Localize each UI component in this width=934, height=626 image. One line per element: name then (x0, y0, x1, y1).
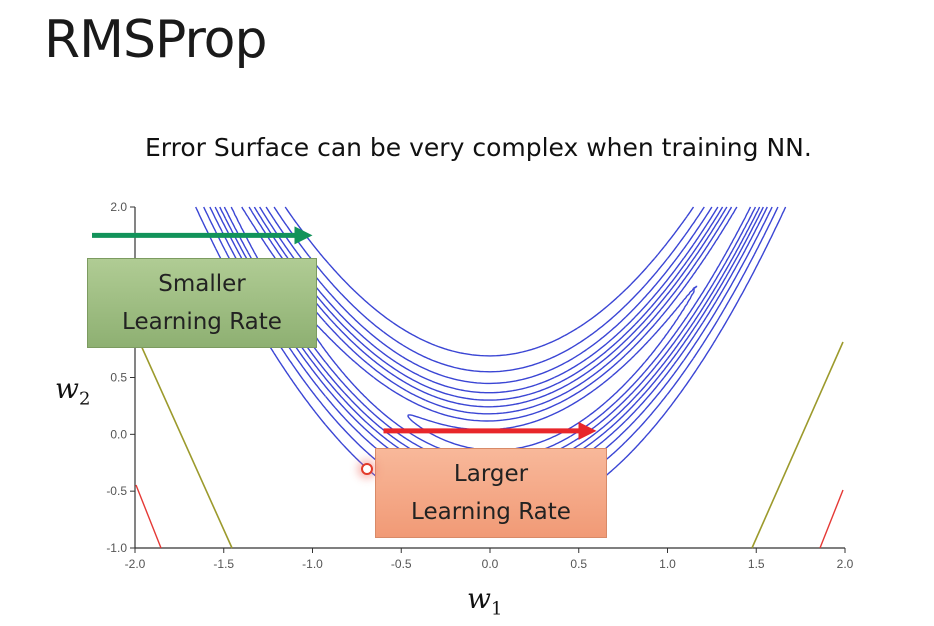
x-tick-label: -1.5 (213, 557, 234, 571)
x-axis-label-base: w (467, 582, 491, 615)
larger-callout-line2: Learning Rate (411, 499, 571, 525)
y-tick-label: -1.0 (106, 541, 127, 555)
y-tick-label: 0.0 (110, 427, 127, 441)
y-tick-label: 0.5 (110, 371, 127, 385)
slide-title: RMSProp (44, 10, 268, 70)
smaller-callout-line2: Learning Rate (122, 309, 282, 335)
x-tick-label: -1.0 (302, 557, 323, 571)
left-olive-line (134, 331, 233, 549)
y-axis-label-sub: 2 (78, 388, 91, 410)
x-axis-label: w1 (467, 582, 502, 620)
x-tick-label: 0.0 (482, 557, 499, 571)
larger-learning-rate-callout: Larger Learning Rate (375, 448, 607, 538)
y-tick-label: 2.0 (110, 200, 127, 214)
larger-callout-line1: Larger (453, 461, 529, 487)
right-red-line (819, 489, 844, 549)
y-axis-label-base: w (55, 372, 79, 405)
x-tick-label: 1.0 (659, 557, 676, 571)
y-tick-label: -0.5 (106, 484, 127, 498)
arrow-head (578, 421, 597, 440)
learning-rate-arrows (92, 226, 597, 440)
smaller-callout-line1: Smaller (158, 271, 246, 297)
x-tick-label: -2.0 (125, 557, 146, 571)
y-axis-label: w2 (55, 372, 90, 410)
slide-subtitle: Error Surface can be very complex when t… (145, 133, 812, 162)
smaller-learning-rate-arrow (92, 226, 313, 245)
x-axis-label-sub: 1 (490, 598, 503, 620)
axis-ticks: -2.0 -1.5 -1.0 -0.5 0.0 0.5 1.0 1.5 2.0 -1.0 -0.5 0… (106, 200, 853, 571)
x-tick-label: -0.5 (391, 557, 412, 571)
larger-learning-rate-arrow (383, 421, 597, 440)
laser-pointer-dot (361, 463, 373, 475)
arrow-head (294, 226, 313, 245)
left-red-line (135, 484, 162, 549)
smaller-learning-rate-callout: Smaller Learning Rate (87, 258, 317, 348)
right-olive-line (751, 341, 844, 549)
x-tick-label: 1.5 (748, 557, 765, 571)
x-tick-label: 2.0 (837, 557, 854, 571)
x-tick-label: 0.5 (570, 557, 587, 571)
